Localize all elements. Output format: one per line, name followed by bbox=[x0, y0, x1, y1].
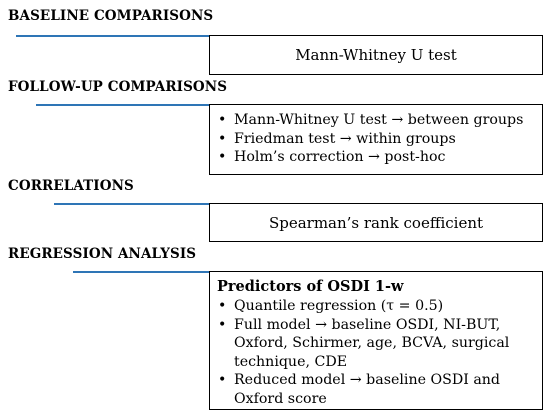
connector-line-regression bbox=[73, 271, 209, 273]
box-correlations: Spearman’s rank coefficient bbox=[209, 203, 543, 242]
list-item-text: Mann-Whitney U test → between groups bbox=[234, 112, 524, 128]
bullet-icon: • bbox=[218, 372, 227, 388]
box-regression-title: Predictors of OSDI 1-w bbox=[217, 278, 404, 295]
connector-line-correlations bbox=[54, 203, 209, 205]
bullet-icon: • bbox=[218, 112, 227, 128]
list-item-text: Full model → baseline OSDI, NI-BUT, Oxfo… bbox=[234, 316, 510, 370]
heading-correlations: CORRELATIONS bbox=[8, 178, 134, 194]
list-item-text: Quantile regression (τ = 0.5) bbox=[234, 298, 444, 314]
follow-up-bullet-list: • Mann-Whitney U test → between groups • F… bbox=[210, 111, 542, 167]
bullet-icon: • bbox=[218, 130, 227, 147]
box-baseline-text: Mann-Whitney U test bbox=[295, 46, 457, 64]
list-item: • Full model → baseline OSDI, NI-BUT, Oxf… bbox=[217, 316, 536, 372]
list-item: • Reduced model → baseline OSDI and Oxfor… bbox=[217, 371, 536, 408]
bullet-icon: • bbox=[218, 298, 227, 314]
list-item-text: Friedman test → within groups bbox=[234, 130, 456, 147]
list-item: • Quantile regression (τ = 0.5) bbox=[217, 297, 536, 316]
box-regression: Predictors of OSDI 1-w • Quantile regress… bbox=[209, 271, 543, 410]
box-follow-up: • Mann-Whitney U test → between groups • F… bbox=[209, 104, 543, 175]
heading-follow-up-comparisons: FOLLOW-UP COMPARISONS bbox=[8, 79, 228, 95]
box-correlations-text: Spearman’s rank coefficient bbox=[268, 213, 484, 232]
heading-baseline-comparisons: BASELINE COMPARISONS bbox=[8, 8, 214, 24]
bullet-icon: • bbox=[218, 149, 227, 165]
list-item: • Holm’s correction → post-hoc bbox=[210, 148, 542, 167]
regression-bullet-list: • Quantile regression (τ = 0.5) • Full mod… bbox=[217, 297, 536, 408]
bullet-icon: • bbox=[218, 316, 227, 333]
connector-line-follow-up bbox=[36, 104, 209, 106]
list-item-text: Reduced model → baseline OSDI and Oxford… bbox=[234, 372, 501, 407]
connector-line-baseline bbox=[16, 35, 209, 37]
list-item: • Friedman test → within groups bbox=[210, 130, 542, 149]
list-item: • Mann-Whitney U test → between groups bbox=[210, 111, 542, 130]
heading-regression-analysis: REGRESSION ANALYSIS bbox=[8, 246, 197, 262]
box-baseline: Mann-Whitney U test bbox=[209, 35, 543, 75]
list-item-text: Holm’s correction → post-hoc bbox=[234, 149, 446, 165]
